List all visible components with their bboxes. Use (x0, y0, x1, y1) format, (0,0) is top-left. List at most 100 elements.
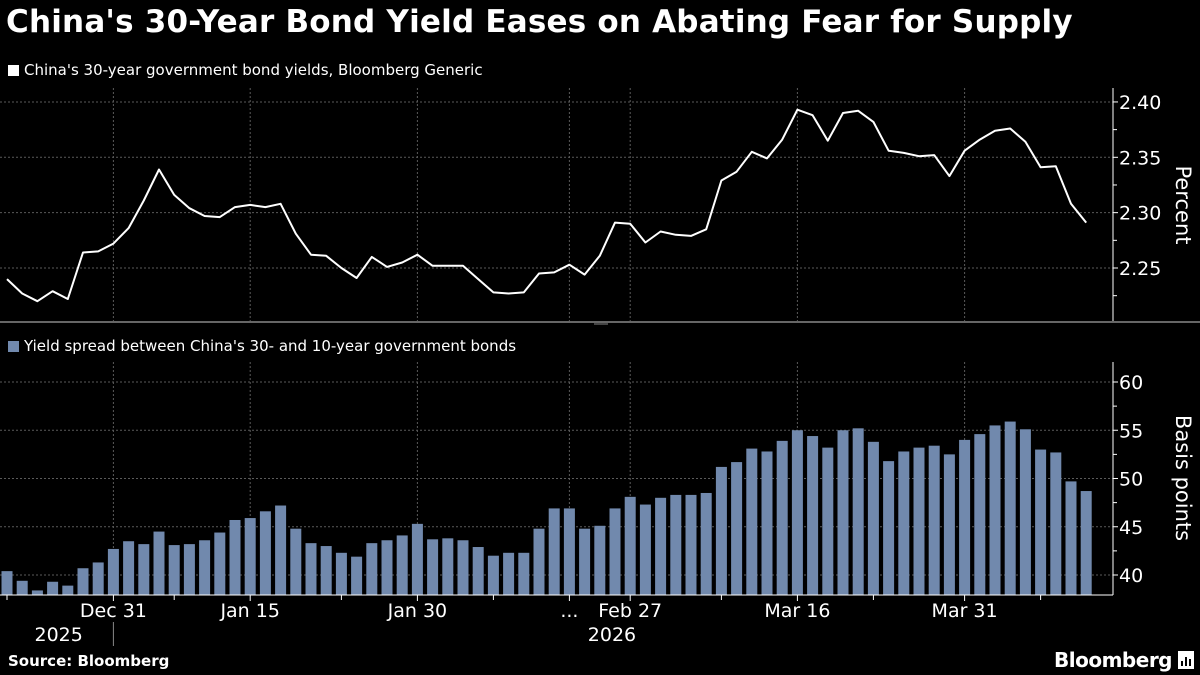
bar (639, 504, 651, 595)
bar (943, 454, 955, 595)
bar (974, 434, 986, 595)
y-tick-label-bottom: 40 (1119, 565, 1143, 587)
y-tick-label-top: 2.30 (1119, 203, 1161, 225)
legend-swatch-bars (8, 340, 19, 352)
x-tick-label: Dec 31 (80, 600, 147, 622)
bar (305, 543, 317, 595)
x-tick-label: Mar 16 (764, 600, 830, 622)
y-tick-label-top: 2.25 (1119, 258, 1161, 280)
bar (533, 528, 545, 595)
bar (913, 447, 925, 595)
bar (807, 436, 819, 595)
bar (624, 496, 636, 595)
bar (290, 528, 302, 595)
bar (959, 439, 971, 595)
bar (579, 528, 591, 595)
y-tick-label-bottom: 60 (1119, 372, 1143, 394)
bar (472, 547, 484, 595)
bar (199, 540, 211, 595)
x-year-label: 2025 (35, 624, 83, 646)
bar (47, 581, 59, 595)
bar (670, 494, 682, 595)
bar (867, 441, 879, 595)
bar (487, 555, 499, 595)
y-tick-label-bottom: 45 (1119, 517, 1143, 539)
bar (229, 519, 241, 595)
bar (62, 585, 74, 595)
bar (1035, 449, 1047, 595)
x-tick-label: Feb 27 (598, 600, 662, 622)
logo-text: Bloomberg (1054, 648, 1172, 672)
y-axis-title-top: Percent (1171, 165, 1195, 244)
bar (244, 518, 256, 595)
bar (518, 552, 530, 595)
legend-line-label: China's 30-year government bond yields, … (24, 61, 483, 79)
bar (563, 508, 575, 595)
bar (928, 445, 940, 595)
bar (1019, 429, 1031, 595)
bar (837, 430, 849, 595)
legend-swatch-line (8, 64, 19, 76)
x-tick-label: ... (560, 600, 578, 622)
x-tick-label: Jan 15 (219, 600, 280, 622)
y-tick-label-top: 2.35 (1119, 147, 1161, 169)
x-tick-label: Jan 30 (387, 600, 448, 622)
bar (852, 428, 864, 595)
bar (609, 508, 621, 595)
bar (335, 552, 347, 595)
bar (123, 541, 135, 595)
bar (16, 580, 28, 595)
chart-title: China's 30-Year Bond Yield Eases on Abat… (6, 4, 1073, 40)
bar (898, 451, 910, 595)
bar (107, 548, 119, 595)
source-note: Source: Bloomberg (8, 652, 170, 670)
bar (427, 539, 439, 595)
bar (1050, 452, 1062, 595)
bar (153, 531, 165, 595)
bar (214, 532, 226, 595)
bar (700, 492, 712, 595)
legend-bars-label: Yield spread between China's 30- and 10-… (24, 337, 517, 355)
bar (442, 538, 454, 595)
y-tick-label-bottom: 50 (1119, 469, 1143, 491)
legend-bars: Yield spread between China's 30- and 10-… (8, 337, 516, 355)
bar (1004, 421, 1016, 595)
bar (655, 497, 667, 595)
bar (791, 430, 803, 595)
bar (138, 544, 150, 595)
bloomberg-terminal-icon (1178, 651, 1194, 669)
x-year-label: 2026 (588, 624, 636, 646)
bar (92, 562, 104, 595)
bar (31, 590, 43, 595)
bar (715, 466, 727, 595)
bar (883, 461, 895, 595)
x-tick-label: Mar 31 (932, 600, 998, 622)
bar (183, 544, 195, 595)
bar (685, 494, 697, 595)
bar (776, 440, 788, 595)
bloomberg-logo: Bloomberg (1054, 648, 1194, 672)
y-tick-label-bottom: 55 (1119, 420, 1143, 442)
bar (275, 505, 287, 595)
bar (351, 556, 363, 595)
bar (1, 571, 13, 595)
bar (989, 425, 1001, 595)
bar (731, 462, 743, 595)
legend-line: China's 30-year government bond yields, … (8, 61, 483, 79)
bar (381, 540, 393, 595)
y-axis-title-bottom: Basis points (1171, 415, 1195, 541)
bar (259, 511, 271, 595)
bar (396, 535, 408, 595)
bar (746, 448, 758, 595)
yield-line (6, 108, 1087, 303)
bar (1080, 491, 1092, 595)
bar (77, 568, 89, 595)
bar (1065, 481, 1077, 595)
bar (761, 451, 773, 595)
bar (366, 543, 378, 595)
bar (168, 545, 180, 595)
bar (822, 447, 834, 595)
bar (411, 523, 423, 595)
bar (320, 546, 332, 595)
